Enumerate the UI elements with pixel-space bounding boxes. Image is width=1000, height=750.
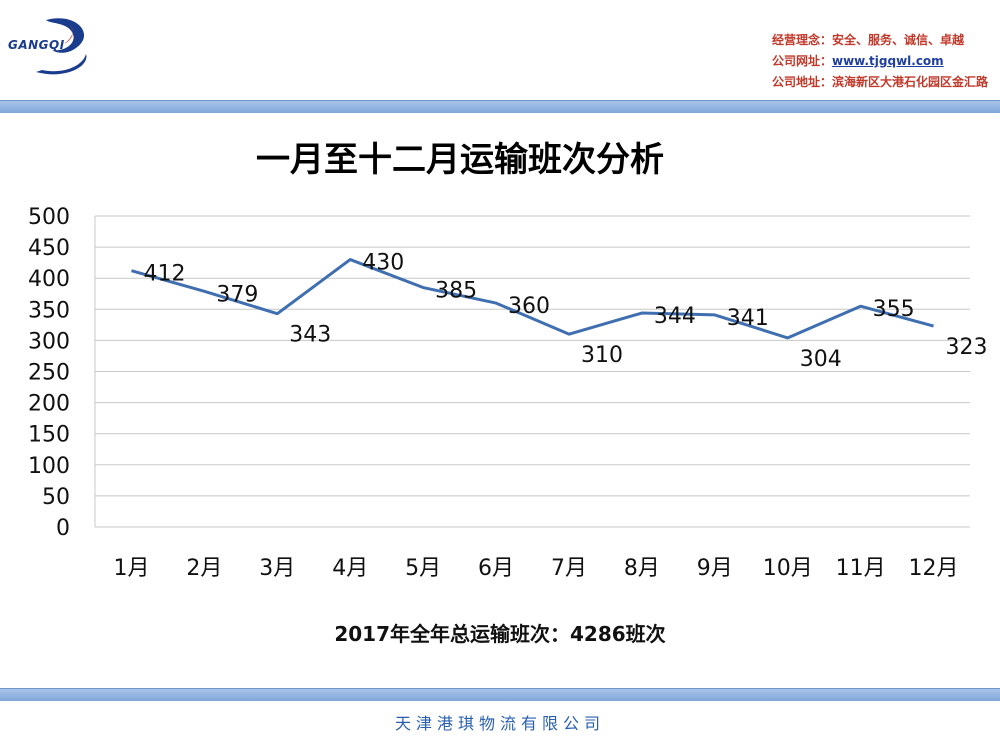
website-row: 公司网址：www.tjgqwl.com <box>772 51 988 72</box>
y-tick-label: 350 <box>28 298 70 323</box>
address-value: 滨海新区大港石化园区金汇路 <box>831 75 988 89</box>
data-label: 304 <box>800 347 842 372</box>
x-tick-label: 6月 <box>478 556 514 581</box>
data-labels: 412 379 343 430 385 360 310 344 341 304 355 323 <box>143 251 987 372</box>
logo-text: GANGQI <box>8 38 65 52</box>
y-tick-label: 50 <box>42 485 70 510</box>
x-tick-label: 11月 <box>836 556 886 581</box>
y-tick-label: 250 <box>28 361 70 386</box>
data-label: 430 <box>362 251 404 276</box>
data-label: 343 <box>289 323 331 348</box>
annual-total: 2017年全年总运输班次：4286班次 <box>334 622 666 646</box>
header-divider-bar <box>0 100 1000 113</box>
x-tick-label: 12月 <box>909 556 959 581</box>
philosophy-value: 安全、服务、诚信、卓越 <box>831 33 964 47</box>
data-label: 341 <box>727 306 769 331</box>
website-link[interactable]: www.tjgqwl.com <box>831 54 944 68</box>
y-tick-label: 200 <box>28 392 70 417</box>
gridlines <box>94 215 970 528</box>
x-tick-label: 4月 <box>332 556 368 581</box>
series-line <box>131 258 934 340</box>
address-label: 公司地址： <box>771 75 832 89</box>
y-tick-label: 100 <box>28 454 70 479</box>
x-tick-label: 9月 <box>697 556 733 581</box>
data-label: 385 <box>435 279 477 304</box>
address-row: 公司地址：滨海新区大港石化园区金汇路 <box>772 72 988 93</box>
philosophy-row: 经营理念：安全、服务、诚信、卓越 <box>772 30 988 51</box>
x-tick-label: 7月 <box>551 556 587 581</box>
footer-divider-bar <box>0 688 1000 701</box>
company-info: 经营理念：安全、服务、诚信、卓越 公司网址：www.tjgqwl.com 公司地… <box>772 30 988 93</box>
data-label: 360 <box>508 294 550 319</box>
data-label: 379 <box>216 282 258 307</box>
series-polyline <box>131 258 934 340</box>
data-label: 412 <box>143 262 185 287</box>
x-axis-tick-labels: 1月 2月 3月 4月 5月 6月 7月 8月 9月 10月 11月 12月 <box>113 556 958 581</box>
data-label: 344 <box>654 304 696 329</box>
y-tick-label: 450 <box>28 236 70 261</box>
x-tick-label: 2月 <box>186 556 222 581</box>
y-tick-label: 0 <box>56 516 70 541</box>
data-label: 355 <box>873 297 915 322</box>
company-name-footer: 天津港琪物流有限公司 <box>394 714 605 733</box>
x-tick-label: 1月 <box>113 556 149 581</box>
x-tick-label: 8月 <box>624 556 660 581</box>
y-tick-label: 150 <box>28 423 70 448</box>
data-label: 323 <box>946 335 988 360</box>
company-logo <box>36 18 87 75</box>
y-axis-tick-labels: 0 50 100 150 200 250 300 350 400 450 500 <box>28 205 70 541</box>
website-label: 公司网址： <box>771 54 832 68</box>
x-tick-label: 3月 <box>259 556 295 581</box>
y-tick-label: 300 <box>28 329 70 354</box>
x-tick-label: 5月 <box>405 556 441 581</box>
y-tick-label: 500 <box>28 205 70 230</box>
data-label: 310 <box>581 343 623 368</box>
y-tick-label: 400 <box>28 267 70 292</box>
philosophy-label: 经营理念： <box>771 33 832 47</box>
x-tick-label: 10月 <box>763 556 813 581</box>
chart-title: 一月至十二月运输班次分析 <box>256 140 664 180</box>
